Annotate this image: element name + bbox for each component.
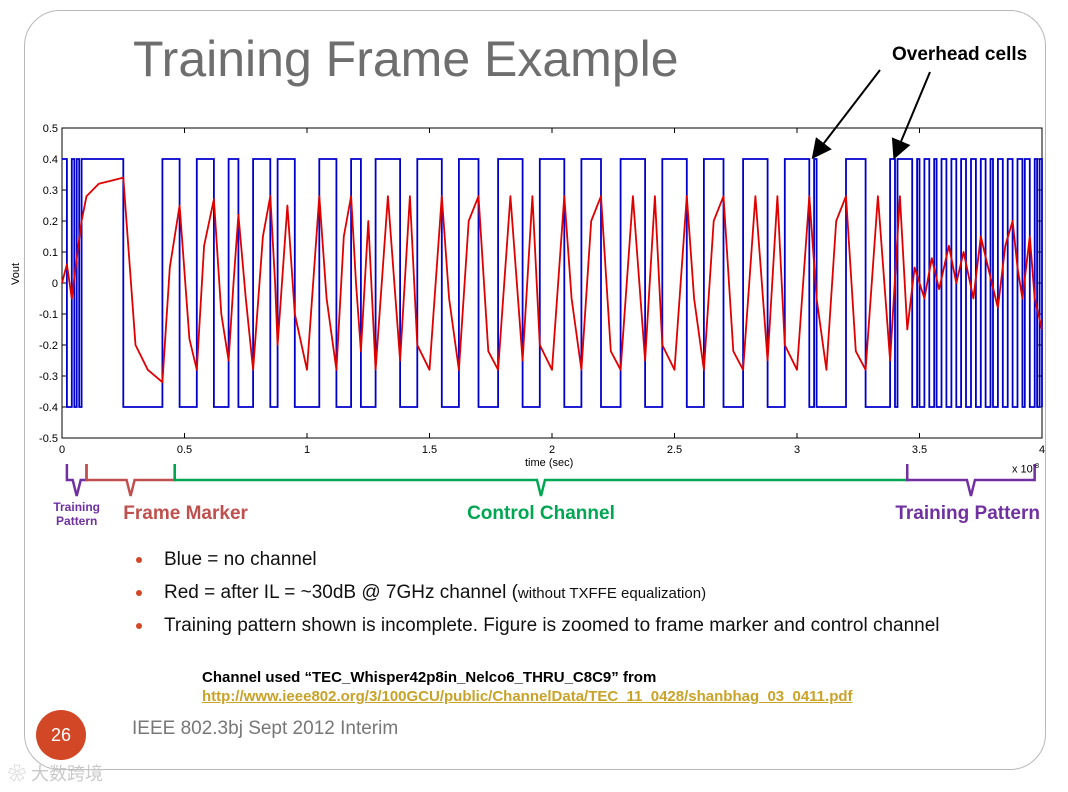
y-axis-label: Vout	[10, 262, 22, 285]
slide-border	[24, 10, 1046, 770]
y-tick-label: 0.3	[43, 185, 58, 197]
segment-brace	[65, 464, 88, 497]
x-tick-label: 2.5	[667, 444, 682, 456]
x-scale-label: x 10	[1012, 463, 1033, 476]
page-number-badge: 26	[36, 710, 86, 760]
y-tick-label: -0.1	[39, 309, 58, 321]
x-scale-exponent: -8	[1032, 463, 1040, 470]
x-tick-label: 0.5	[177, 444, 192, 456]
x-tick-label: 1.5	[422, 444, 437, 456]
segment-label: Training Pattern	[895, 503, 1040, 524]
segment-label: Frame Marker	[123, 503, 248, 524]
footer-text: IEEE 802.3bj Sept 2012 Interim	[132, 718, 399, 739]
slide-title: Training Frame Example	[133, 31, 679, 87]
y-tick-label: 0.2	[43, 216, 58, 228]
series-line-blue	[62, 158, 1043, 408]
series-line-red	[61, 176, 1043, 384]
bullet-item: Blue = no channel	[134, 546, 940, 579]
y-tick-label: -0.4	[39, 402, 58, 414]
y-tick-label: -0.2	[39, 340, 58, 352]
x-scale-factor: x 10-8	[1012, 463, 1039, 476]
callout-arrow	[891, 71, 931, 160]
x-tick-label: 2	[549, 444, 555, 456]
y-tick-label: 0	[52, 278, 58, 290]
segment-label: Control Channel	[467, 503, 615, 524]
watermark: ❀ 大数跨境	[8, 760, 103, 786]
bullet-item: Red = after IL = ~30dB @ 7GHz channel (w…	[134, 579, 940, 612]
x-tick-label: 3.5	[912, 444, 927, 456]
watermark-logo-icon: ❀	[8, 764, 26, 784]
y-tick-label: -0.5	[39, 433, 58, 445]
y-tick-label: 0.5	[43, 123, 58, 135]
y-tick-label: -0.3	[39, 371, 58, 383]
segment-brace	[906, 464, 1036, 497]
x-axis-label: time (sec)	[525, 457, 574, 469]
bullet-list: Blue = no channel Red = after IL = ~30dB…	[134, 546, 940, 645]
channel-data-link[interactable]: http://www.ieee802.org/3/100GCU/public/C…	[202, 688, 853, 705]
bullet-item: Training pattern shown is incomplete. Fi…	[134, 612, 940, 645]
watermark-text: 大数跨境	[31, 764, 104, 784]
x-tick-label: 0	[59, 444, 65, 456]
x-tick-label: 1	[304, 444, 310, 456]
x-tick-label: 3	[794, 444, 800, 456]
y-tick-label: 0.4	[43, 154, 58, 166]
callout-arrow	[811, 69, 881, 160]
y-tick-label: 0.1	[43, 247, 58, 259]
segment-brace	[85, 464, 176, 497]
x-tick-label: 4	[1039, 444, 1045, 456]
overhead-cells-callout: Overhead cells	[892, 44, 1028, 65]
channel-used-text: Channel used “TEC_Whisper42p8in_Nelco6_T…	[202, 669, 657, 686]
segment-label: Training Pattern	[53, 500, 101, 528]
